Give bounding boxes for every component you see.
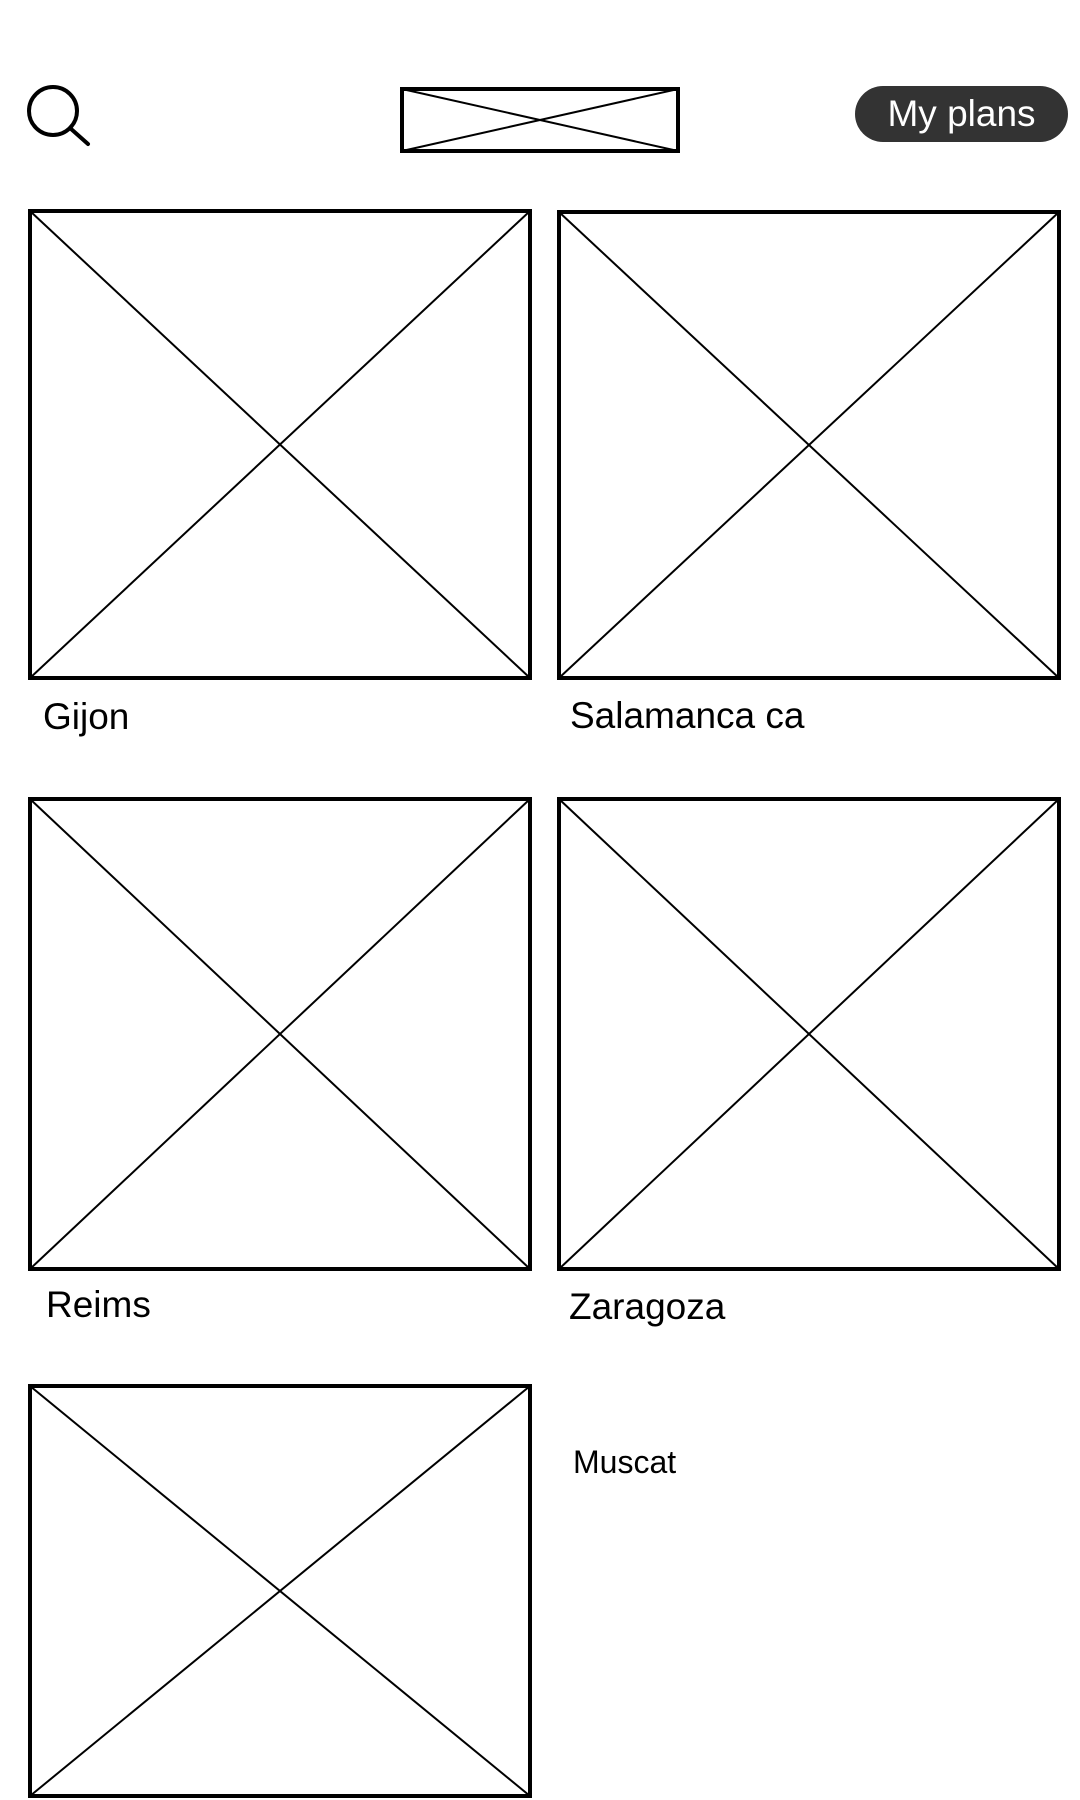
destination-label[interactable]: Gijon xyxy=(43,696,130,737)
destination-label[interactable]: Zaragoza xyxy=(569,1286,726,1327)
destination-label[interactable]: Muscat xyxy=(573,1444,677,1480)
destination-image[interactable] xyxy=(557,797,1061,1271)
destination-image[interactable] xyxy=(557,210,1061,680)
search-icon[interactable] xyxy=(22,80,94,152)
destination-label[interactable]: Reims xyxy=(46,1284,151,1325)
destination-image[interactable] xyxy=(28,209,532,680)
destination-image[interactable] xyxy=(28,797,532,1271)
destination-image[interactable] xyxy=(28,1384,532,1798)
my-plans-button[interactable]: My plans xyxy=(855,86,1068,142)
destination-label[interactable]: Salamanca ca xyxy=(570,695,805,736)
logo-placeholder xyxy=(400,87,680,153)
